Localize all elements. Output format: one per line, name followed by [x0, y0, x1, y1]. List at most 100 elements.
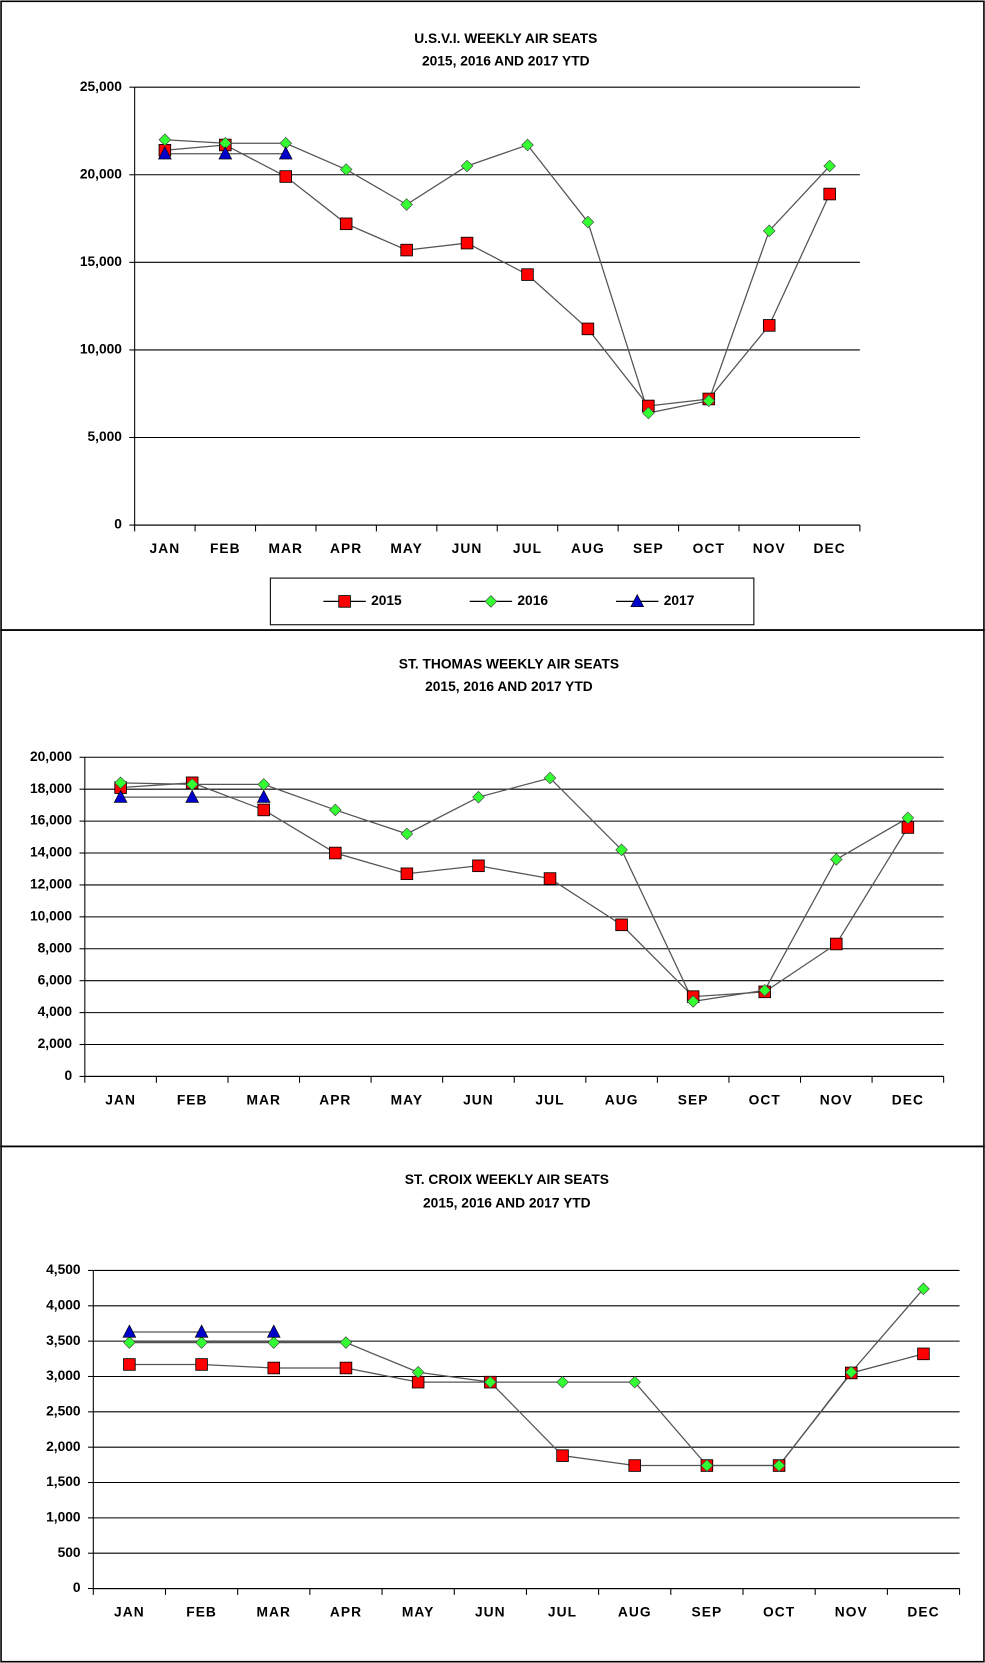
marker: [329, 846, 342, 860]
panel: [0, 0, 985, 631]
marker: [686, 995, 700, 1008]
x-tick-label: MAR: [246, 1092, 281, 1107]
x-tick-label: AUG: [618, 1605, 652, 1620]
marker: [338, 595, 351, 608]
series-line: [129, 1353, 924, 1467]
marker: [543, 872, 557, 885]
marker: [113, 789, 128, 803]
marker: [630, 593, 645, 608]
x-tick-label: JAN: [114, 1605, 145, 1620]
y-tick-label: 2,000: [38, 1036, 73, 1051]
x-tick-label: DEC: [814, 541, 846, 556]
x-tick-label: SEP: [692, 1605, 723, 1620]
y-tick-label: 15,000: [80, 254, 122, 269]
y-tick-label: 18,000: [30, 781, 72, 796]
x-tick-label: MAR: [257, 1605, 292, 1620]
y-tick-label: 0: [73, 1580, 81, 1595]
marker: [642, 406, 655, 420]
y-tick-label: 8,000: [38, 940, 73, 955]
marker: [411, 1365, 425, 1379]
chart-title: ST. THOMAS WEEKLY AIR SEATS: [399, 657, 619, 672]
x-tick-label: NOV: [753, 541, 786, 556]
x-tick-label: JUL: [548, 1605, 577, 1620]
y-tick-label: 10,000: [80, 342, 122, 357]
series-line: [129, 1288, 924, 1467]
marker: [400, 198, 413, 211]
marker: [339, 163, 353, 176]
marker: [581, 322, 595, 336]
x-tick-label: FEB: [177, 1092, 208, 1107]
marker: [484, 1375, 497, 1389]
y-tick-label: 10,000: [30, 908, 72, 923]
marker: [157, 146, 172, 160]
chart-subtitle: 2015, 2016 AND 2017 YTD: [422, 53, 590, 68]
marker: [917, 1347, 930, 1361]
marker: [762, 319, 776, 332]
x-tick-label: MAY: [402, 1605, 435, 1620]
marker: [123, 1358, 136, 1371]
x-tick-label: APR: [319, 1092, 351, 1107]
x-tick-label: APR: [330, 1605, 362, 1620]
y-tick-label: 1,500: [46, 1474, 81, 1489]
chart-title: ST. CROIX WEEKLY AIR SEATS: [405, 1172, 609, 1187]
marker: [543, 771, 557, 785]
x-tick-label: OCT: [693, 541, 725, 556]
marker: [472, 790, 485, 804]
y-tick-label: 2,500: [46, 1403, 81, 1418]
marker: [279, 170, 293, 183]
panel: [0, 629, 985, 1148]
marker: [158, 133, 172, 147]
x-tick-label: NOV: [835, 1605, 868, 1620]
series-line: [164, 139, 831, 414]
series-line: [120, 777, 909, 1003]
marker: [758, 983, 772, 997]
marker: [901, 811, 915, 825]
marker: [521, 138, 534, 152]
chart-subtitle: 2015, 2016 AND 2017 YTD: [425, 679, 593, 694]
marker: [185, 789, 200, 803]
x-tick-label: DEC: [892, 1092, 924, 1107]
series-line: [164, 144, 831, 407]
marker: [267, 1336, 281, 1349]
series-line: [120, 782, 909, 998]
marker: [830, 937, 843, 951]
legend-label: 2015: [371, 593, 402, 608]
legend-label: 2017: [664, 593, 695, 608]
marker: [521, 268, 534, 281]
marker: [257, 803, 271, 817]
y-tick-label: 500: [58, 1545, 81, 1560]
y-tick-label: 16,000: [30, 813, 72, 828]
x-tick-label: MAY: [391, 1092, 424, 1107]
marker: [400, 243, 413, 257]
marker: [556, 1375, 569, 1389]
x-tick-label: JUN: [452, 541, 483, 556]
chart-subtitle: 2015, 2016 AND 2017 YTD: [423, 1195, 591, 1210]
x-tick-label: JUL: [513, 541, 542, 556]
y-tick-label: 4,500: [46, 1262, 81, 1277]
marker: [195, 1358, 208, 1371]
marker: [122, 1324, 137, 1338]
y-tick-label: 5,000: [87, 429, 122, 444]
marker: [278, 146, 293, 160]
y-tick-label: 14,000: [30, 845, 72, 860]
x-tick-label: SEP: [678, 1092, 709, 1107]
y-tick-label: 20,000: [30, 749, 72, 764]
marker: [702, 394, 716, 407]
y-tick-label: 3,000: [46, 1368, 81, 1383]
panel: [0, 1145, 985, 1663]
y-tick-label: 4,000: [38, 1004, 73, 1019]
marker: [400, 827, 414, 841]
x-tick-label: MAY: [390, 541, 423, 556]
y-tick-label: 20,000: [80, 166, 122, 181]
marker: [844, 1365, 858, 1379]
x-tick-label: FEB: [210, 541, 241, 556]
marker: [917, 1282, 930, 1296]
marker: [123, 1336, 136, 1349]
marker: [114, 776, 127, 790]
marker: [195, 1336, 208, 1349]
y-tick-label: 1,000: [46, 1509, 81, 1524]
y-tick-label: 2,000: [46, 1439, 81, 1454]
x-tick-label: JUN: [463, 1092, 494, 1107]
x-tick-label: OCT: [749, 1092, 781, 1107]
